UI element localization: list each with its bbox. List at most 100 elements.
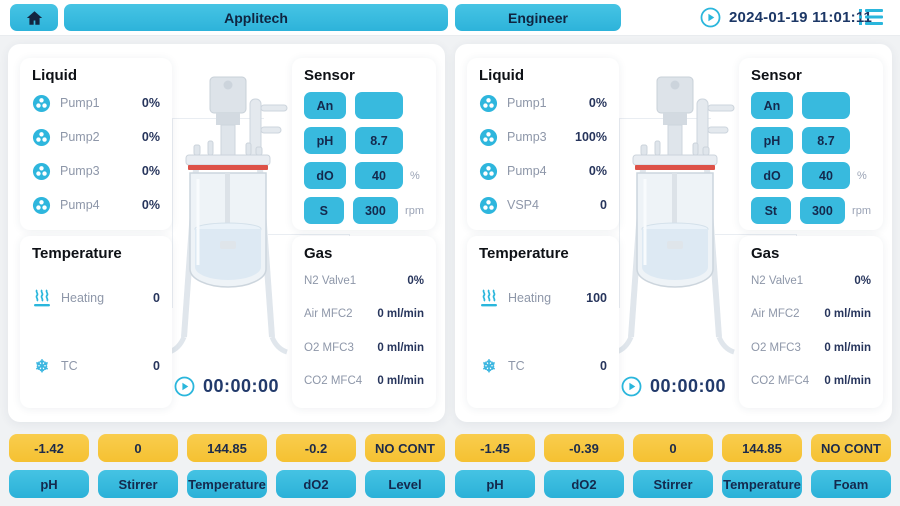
heating-icon	[34, 289, 50, 307]
readout-label-button[interactable]: pH	[455, 470, 535, 498]
batch-timer: 00:00:00	[621, 376, 726, 397]
play-circle-icon[interactable]	[700, 7, 721, 28]
role-button[interactable]: Engineer	[455, 4, 621, 31]
sensor-value-button[interactable]: 40	[802, 162, 850, 189]
readout-label-button[interactable]: dO2	[276, 470, 356, 498]
pump-value: 0%	[588, 164, 607, 178]
sensor-value-button[interactable]	[802, 92, 850, 119]
pump-row[interactable]: Pump4 0%	[32, 188, 160, 222]
sensor-unit: %	[410, 169, 420, 182]
heating-label: Heating	[508, 291, 552, 305]
pump-icon	[479, 128, 498, 146]
readout-value-button[interactable]: -1.45	[455, 434, 535, 462]
readout-value-button[interactable]: 144.85	[722, 434, 802, 462]
pump-row[interactable]: Pump2 0%	[32, 120, 160, 154]
gas-row: Air MFC2 0 ml/min	[751, 298, 871, 332]
timer-text: 00:00:00	[203, 376, 280, 396]
sensor-card: Sensor An pH 8.7 dO 40 % S 300 rpm	[292, 58, 436, 230]
sensor-key-button[interactable]: dO	[751, 162, 793, 189]
pump-label: Pump1	[60, 96, 100, 110]
heating-row[interactable]: Heating 100	[479, 264, 607, 332]
readout-label-button[interactable]: Level	[365, 470, 445, 498]
sensor-value-button[interactable]: 300	[799, 197, 846, 224]
sensor-key-button[interactable]: pH	[751, 127, 793, 154]
readout-label-button[interactable]: pH	[9, 470, 89, 498]
readout-label-button[interactable]: Temperature	[722, 470, 802, 498]
readout-values-left: -1.42 0 144.85 -0.2 NO CONT	[9, 434, 445, 462]
readout-value-button[interactable]: NO CONT	[365, 434, 445, 462]
readout-value-button[interactable]: NO CONT	[811, 434, 891, 462]
readout-value-button[interactable]: -0.2	[276, 434, 356, 462]
menu-button[interactable]	[856, 7, 886, 29]
readout-label-button[interactable]: Stirrer	[633, 470, 713, 498]
readout-label-button[interactable]: Stirrer	[98, 470, 178, 498]
liquid-card: Liquid Pump1 0% Pump2 0% Pump3 0% Pump4 …	[20, 58, 172, 230]
gas-row: CO2 MFC4 0 ml/min	[751, 365, 871, 399]
sensor-title: Sensor	[304, 67, 355, 84]
sensor-value-button[interactable]: 40	[355, 162, 403, 189]
sensor-value-button[interactable]: 8.7	[802, 127, 850, 154]
sensor-row: S 300 rpm	[304, 197, 424, 224]
temperature-card: Temperature Heating 0 ❄ TC 0	[20, 236, 172, 408]
pump-icon	[32, 94, 51, 112]
pump-icon	[32, 128, 51, 146]
pump-row[interactable]: Pump1 0%	[32, 86, 160, 120]
pump-label: Pump1	[507, 96, 547, 110]
gas-value: 0 ml/min	[824, 375, 871, 388]
readout-value-button[interactable]: 144.85	[187, 434, 267, 462]
heating-label: Heating	[61, 291, 105, 305]
play-circle-icon[interactable]	[174, 376, 195, 397]
sensor-key-button[interactable]: pH	[304, 127, 346, 154]
connector-line	[172, 118, 173, 308]
pump-row[interactable]: Pump3 0%	[32, 154, 160, 188]
pump-row[interactable]: VSP4 0	[479, 188, 607, 222]
reactor-panel-1: Liquid Pump1 0% Pump2 0% Pump3 0% Pump4 …	[8, 44, 445, 422]
play-circle-icon[interactable]	[621, 376, 642, 397]
readout-label-button[interactable]: Foam	[811, 470, 891, 498]
gas-label: N2 Valve1	[304, 274, 357, 287]
temperature-title: Temperature	[479, 245, 569, 262]
gas-row: CO2 MFC4 0 ml/min	[304, 365, 424, 399]
readout-value-button[interactable]: 0	[98, 434, 178, 462]
tc-row[interactable]: ❄ TC 0	[479, 332, 607, 400]
pump-row[interactable]: Pump4 0%	[479, 154, 607, 188]
gas-label: CO2 MFC4	[751, 375, 810, 388]
pump-row[interactable]: Pump3 100%	[479, 120, 607, 154]
sensor-value-button[interactable]: 8.7	[355, 127, 403, 154]
sensor-key-button[interactable]: dO	[304, 162, 346, 189]
pump-value: 0	[600, 198, 607, 212]
readout-values-right: -1.45 -0.39 0 144.85 NO CONT	[455, 434, 891, 462]
temperature-card: Temperature Heating 100 ❄ TC 0	[467, 236, 619, 408]
sensor-value-button[interactable]	[355, 92, 403, 119]
pump-row[interactable]: Pump1 0%	[479, 86, 607, 120]
brand-button[interactable]: Applitech	[64, 4, 448, 31]
sensor-key-button[interactable]: St	[751, 197, 791, 224]
pump-icon	[479, 196, 498, 214]
sensor-value-button[interactable]: 300	[352, 197, 399, 224]
sensor-key-button[interactable]: An	[751, 92, 793, 119]
sensor-unit: %	[857, 169, 867, 182]
gas-value: 0 ml/min	[377, 308, 424, 321]
readout-value-button[interactable]: -1.42	[9, 434, 89, 462]
sensor-key-button[interactable]: An	[304, 92, 346, 119]
readout-value-button[interactable]: 0	[633, 434, 713, 462]
pump-icon	[32, 162, 51, 180]
home-button[interactable]	[10, 4, 58, 31]
pump-value: 0%	[141, 130, 160, 144]
sensor-row: An	[304, 92, 424, 119]
pump-icon	[479, 94, 498, 112]
tc-row[interactable]: ❄ TC 0	[32, 332, 160, 400]
gas-card: Gas N2 Valve1 0% Air MFC2 0 ml/min O2 MF…	[292, 236, 436, 408]
readout-label-button[interactable]: Temperature	[187, 470, 267, 498]
snowflake-icon: ❄	[481, 356, 497, 376]
heating-row[interactable]: Heating 0	[32, 264, 160, 332]
readout-label-button[interactable]: dO2	[544, 470, 624, 498]
gas-value: 0 ml/min	[824, 308, 871, 321]
snowflake-icon: ❄	[34, 356, 50, 376]
heating-value: 100	[586, 291, 607, 305]
sensor-key-button[interactable]: S	[304, 197, 344, 224]
pump-value: 0%	[141, 164, 160, 178]
gas-row: N2 Valve1 0%	[751, 264, 871, 298]
liquid-card: Liquid Pump1 0% Pump3 100% Pump4 0% VSP4…	[467, 58, 619, 230]
readout-value-button[interactable]: -0.39	[544, 434, 624, 462]
